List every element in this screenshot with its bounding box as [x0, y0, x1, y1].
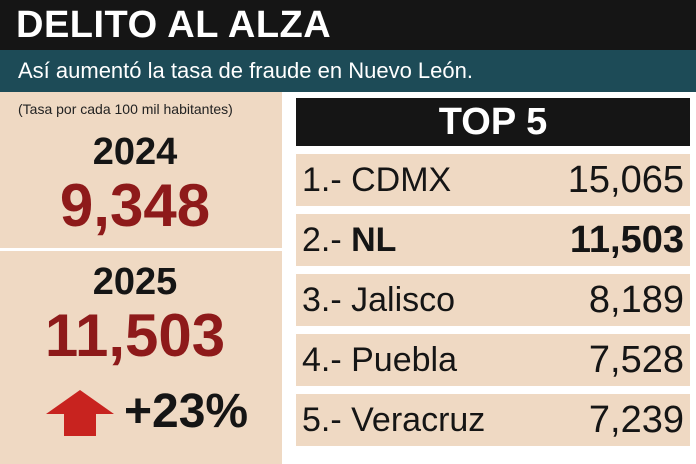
page-title: DELITO AL ALZA	[16, 4, 332, 46]
ranking-row-rank: 1.-	[302, 161, 352, 199]
year-2025-label: 2025	[92, 261, 178, 303]
ranking-panel: TOP 5 1.- CDMX 15,065 2.- NL 11,503 3.- …	[290, 92, 696, 464]
ranking-row-value: 7,528	[588, 339, 684, 381]
ranking-row-rank: 5.-	[302, 401, 352, 439]
rate-note: (Tasa por cada 100 mil habitantes)	[18, 101, 233, 117]
ranking-row-value: 7,239	[588, 399, 684, 441]
subtitle: Así aumentó la tasa de fraude en Nuevo L…	[18, 58, 473, 83]
percent-change: +23%	[124, 385, 249, 438]
ranking-row-name: Puebla	[351, 341, 457, 379]
ranking-row: 1.- CDMX 15,065	[296, 154, 690, 206]
ranking-row: 4.- Puebla 7,528	[296, 334, 690, 386]
up-arrow-icon	[46, 390, 114, 436]
year-2024-label: 2024	[92, 131, 178, 173]
value-2025: 11,503	[44, 302, 226, 369]
ranking-row-name: Jalisco	[351, 281, 456, 319]
ranking-row-label: 3.- Jalisco	[302, 280, 455, 320]
ranking-row: 3.- Jalisco 8,189	[296, 274, 690, 326]
ranking-row-label: 5.- Veracruz	[302, 400, 485, 440]
ranking-row-rank: 4.-	[302, 341, 352, 379]
value-2024: 9,348	[59, 172, 211, 239]
ranking-row-value: 8,189	[588, 279, 684, 321]
summary-divider	[0, 248, 282, 251]
ranking-row: 5.- Veracruz 7,239	[296, 394, 690, 446]
summary-panel: (Tasa por cada 100 mil habitantes) 2024 …	[0, 92, 282, 464]
subheader-bar: Así aumentó la tasa de fraude en Nuevo L…	[0, 50, 696, 92]
panel-separator	[282, 92, 290, 464]
ranking-row: 2.- NL 11,503	[296, 214, 690, 266]
header-bar: DELITO AL ALZA	[0, 0, 696, 50]
ranking-row-name: CDMX	[351, 161, 452, 199]
ranking-title: TOP 5	[296, 98, 690, 146]
ranking-row-rank: 3.-	[302, 281, 352, 319]
ranking-row-rank: 2.-	[302, 221, 352, 259]
ranking-row-value: 11,503	[569, 219, 684, 261]
ranking-row-name: Veracruz	[351, 401, 486, 439]
ranking-row-label: 1.- CDMX	[302, 160, 451, 200]
ranking-row-value: 15,065	[567, 159, 684, 201]
ranking-row-label: 4.- Puebla	[302, 340, 457, 380]
ranking-row-name: NL	[351, 221, 397, 259]
ranking-row-label: 2.- NL	[302, 220, 396, 260]
